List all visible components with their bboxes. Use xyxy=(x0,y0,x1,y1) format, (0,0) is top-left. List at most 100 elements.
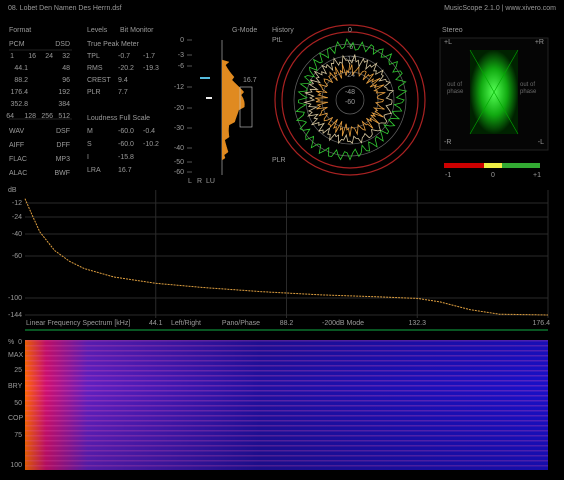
level-name: I xyxy=(87,154,89,161)
mode-button: Left/Right xyxy=(171,320,201,327)
l-marker xyxy=(200,77,210,79)
y-tick-label: -24 xyxy=(12,214,22,221)
format-option: 32 xyxy=(62,53,70,60)
level-name: PLR xyxy=(87,89,101,96)
level-value: -0.7 xyxy=(118,53,130,60)
format-option: 1 xyxy=(10,53,14,60)
level-value: -60.0 xyxy=(118,141,134,148)
section-title: Format xyxy=(9,27,31,34)
y-tick-label: -60 xyxy=(12,253,22,260)
level-name: S xyxy=(87,141,92,148)
file-type: DSF xyxy=(56,128,70,135)
meter-scale: -60 xyxy=(174,169,184,176)
level-name: RMS xyxy=(87,65,103,72)
r-marker xyxy=(206,97,212,99)
meter-scale: -3 xyxy=(178,52,184,59)
level-name: CREST xyxy=(87,77,111,84)
format-option: 256 xyxy=(41,113,53,120)
corner-label: +L xyxy=(444,39,452,46)
format-option: 192 xyxy=(58,89,70,96)
level-name: M xyxy=(87,128,93,135)
level-value: -10.2 xyxy=(143,141,159,148)
history-trace xyxy=(303,54,395,145)
format-option: 44.1 xyxy=(14,65,28,72)
format-option: 512 xyxy=(58,113,70,120)
level-name: TPL xyxy=(87,53,100,60)
mode-button: Pano/Phase xyxy=(222,320,260,327)
level-value: -60.0 xyxy=(118,128,134,135)
history-trace xyxy=(315,63,386,137)
history-ring xyxy=(281,31,419,169)
ring-label: 0 xyxy=(348,27,352,34)
x-tick-label: 44.1 xyxy=(149,320,163,327)
history-trace xyxy=(295,38,408,161)
axis-label: Linear Frequency Spectrum [kHz] xyxy=(26,320,130,327)
correlation-scale: 0 xyxy=(491,172,495,179)
y-tick-label: 100 xyxy=(10,462,22,469)
spectrogram-shade xyxy=(25,340,548,470)
format-option: 64 xyxy=(6,113,14,120)
file-type: AIFF xyxy=(9,142,24,149)
file-type: MP3 xyxy=(56,156,71,163)
format-option: 96 xyxy=(62,77,70,84)
correlation-scale: -1 xyxy=(445,172,451,179)
axis-unit: % xyxy=(8,339,14,346)
section-title: History xyxy=(272,27,294,34)
y-tick-label: -12 xyxy=(12,200,22,207)
level-value: -15.8 xyxy=(118,154,134,161)
y-tick-label: -40 xyxy=(12,231,22,238)
history-ring xyxy=(335,85,365,115)
section-title: Stereo xyxy=(442,27,463,34)
meter-scale: -30 xyxy=(174,125,184,132)
corr-bar-neg xyxy=(444,163,492,168)
level-value: -0.4 xyxy=(143,128,155,135)
marker-label: BRY xyxy=(8,383,23,390)
y-tick-label: -144 xyxy=(8,312,22,319)
app-title: MusicScope 2.1.0 | www.xivero.com xyxy=(444,5,556,12)
spectrum-line xyxy=(24,198,549,316)
format-option: 16 xyxy=(28,53,36,60)
format-option: 24 xyxy=(45,53,53,60)
corner-label: -R xyxy=(444,139,451,146)
level-value: -20.2 xyxy=(118,65,134,72)
phase-note: out of phase xyxy=(520,82,537,95)
x-tick-label: 176.4 xyxy=(532,320,550,327)
file-type: DFF xyxy=(56,142,70,149)
marker-label: COP xyxy=(8,415,24,422)
label: PLR xyxy=(272,157,286,164)
format-option: 128 xyxy=(24,113,36,120)
meter-scale: -12 xyxy=(174,84,184,91)
ring-label: -24 xyxy=(345,72,355,79)
section-title: G-Mode xyxy=(232,27,257,34)
mode-button: -200dB Mode xyxy=(322,320,364,327)
x-tick-label: 132.3 xyxy=(408,320,426,327)
meter-scale: -50 xyxy=(174,159,184,166)
ring-label: -12 xyxy=(345,56,355,63)
y-tick-label: 0 xyxy=(18,339,22,346)
meter-scale: -20 xyxy=(174,105,184,112)
loudness-histogram xyxy=(221,59,245,161)
file-name: 08. Lobet Den Namen Des Herrn.dsf xyxy=(8,5,122,12)
channel: R xyxy=(197,178,202,185)
history-ring xyxy=(321,71,379,129)
meter-scale: -40 xyxy=(174,145,184,152)
label: PCM xyxy=(9,41,25,48)
y-tick-label: 50 xyxy=(14,400,22,407)
channel: L xyxy=(188,178,192,185)
marker-label: MAX xyxy=(8,352,24,359)
format-option: 176.4 xyxy=(10,89,28,96)
history-ring xyxy=(274,24,426,176)
y-tick-label: -100 xyxy=(8,295,22,302)
label: PtL xyxy=(272,37,283,44)
level-value: -19.3 xyxy=(143,65,159,72)
label: DSD xyxy=(55,41,70,48)
format-option: 384 xyxy=(58,101,70,108)
y-tick-label: 75 xyxy=(14,432,22,439)
file-type: ALAC xyxy=(9,170,27,177)
level-value: 9.4 xyxy=(118,77,128,84)
meter-scale: -6 xyxy=(178,63,184,70)
corr-bar-pos xyxy=(492,163,540,168)
file-type: FLAC xyxy=(9,156,27,163)
